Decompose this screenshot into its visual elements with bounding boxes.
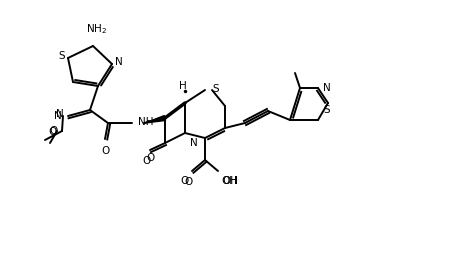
Text: O: O [49,127,57,137]
Text: N: N [56,109,64,119]
Text: NH$_2$: NH$_2$ [87,22,108,36]
Text: OH: OH [222,176,238,186]
Text: H: H [179,81,187,91]
Text: O: O [101,146,109,156]
Text: O: O [50,126,58,136]
Text: O: O [142,156,150,166]
Text: NH: NH [138,117,154,127]
Text: O: O [181,176,189,186]
Text: S: S [212,84,219,94]
Text: S: S [323,105,329,115]
Text: OH: OH [221,176,237,186]
Text: N: N [115,57,123,67]
Text: N: N [323,83,331,93]
Text: O: O [184,177,192,187]
Polygon shape [145,116,166,123]
Text: N: N [190,138,198,148]
Text: S: S [58,51,66,61]
Text: N: N [54,111,62,121]
Text: O: O [146,153,154,163]
